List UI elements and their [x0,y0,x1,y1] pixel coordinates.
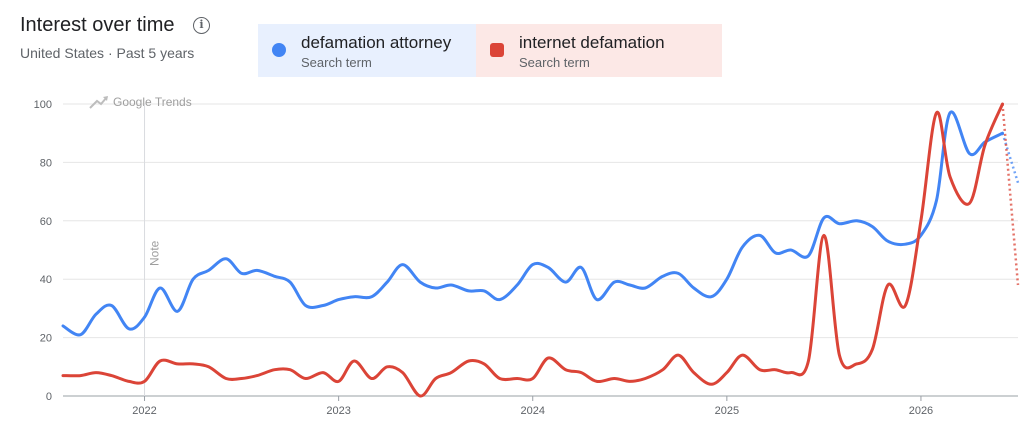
x-tick-label: 2026 [909,405,933,417]
note-label: Note [148,240,162,266]
y-tick-label: 80 [40,157,52,169]
info-icon[interactable]: i [193,17,210,34]
chart-title: Interest over time [20,14,175,36]
partial-data-line-defamation-attorney [1001,132,1020,184]
partial-data-line-internet-defamation [1001,103,1020,286]
legend-term-internet-defamation[interactable]: internet defamation Search term [476,24,722,77]
trend-arrow-icon [89,96,108,109]
x-tick-label: 2024 [520,405,544,417]
y-tick-label: 20 [40,333,52,345]
y-tick-label: 0 [46,391,52,403]
term-kind: Search term [301,55,372,70]
series-line-internet-defamation[interactable] [61,102,1004,398]
x-tick-label: 2025 [715,405,739,417]
red-square-icon [490,43,504,57]
chart-subtitle: United States · Past 5 years [20,45,195,61]
blue-dot-icon [272,43,286,57]
term-name: defamation attorney [301,33,452,52]
google-trends-watermark: Google Trends [89,95,192,109]
x-tick-label: 2023 [326,405,350,417]
term-kind: Search term [519,55,590,70]
y-tick-label: 60 [40,216,52,228]
x-tick-label: 2022 [132,405,156,417]
note-marker[interactable]: Note [144,104,162,396]
y-tick-label: 40 [40,274,52,286]
term-name: internet defamation [519,33,665,52]
watermark-text: Google Trends [113,95,192,109]
series-line-defamation-attorney[interactable] [61,110,1004,337]
trend-arrowhead-icon [103,96,108,101]
y-tick-label: 100 [34,99,52,111]
legend-term-defamation-attorney[interactable]: defamation attorney Search term [258,24,476,77]
